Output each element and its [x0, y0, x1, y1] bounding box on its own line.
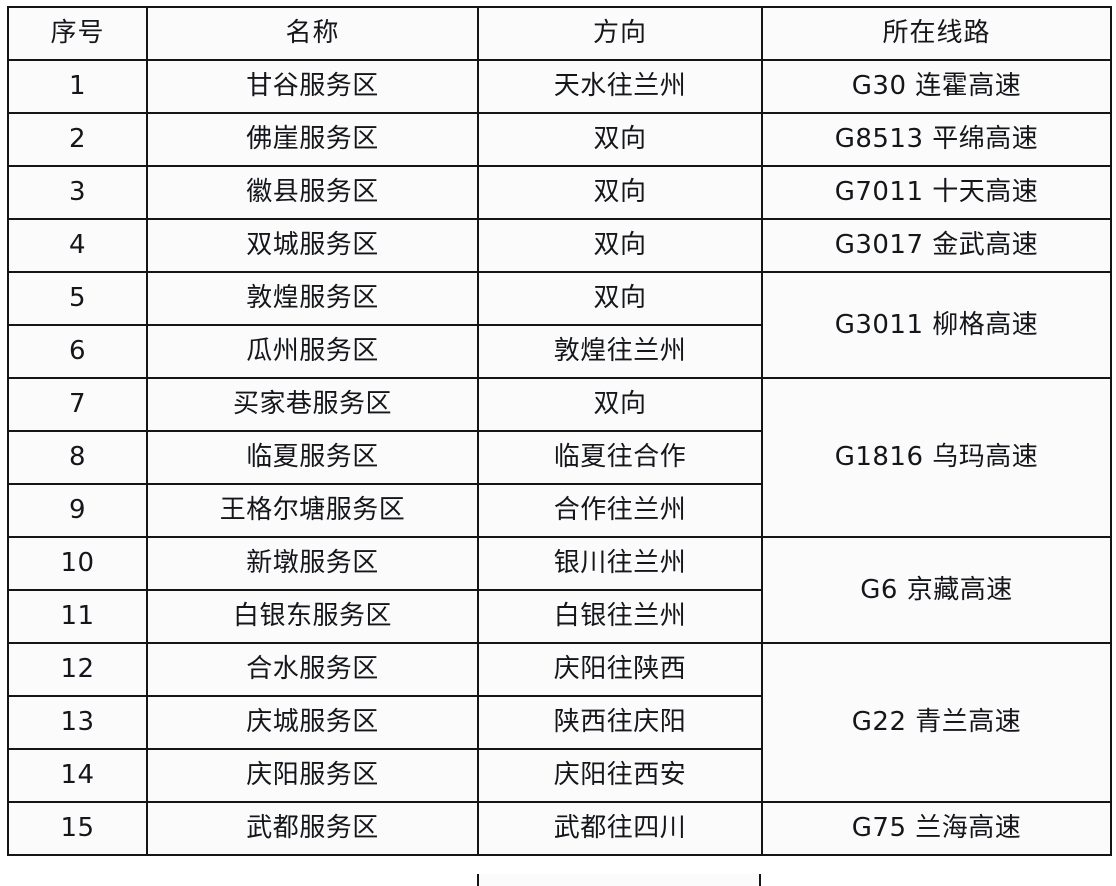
- cell-name: 临夏服务区: [146, 430, 479, 485]
- table-row: 3 徽县服务区 双向 G7011 十天高速: [7, 165, 1112, 220]
- cell-name: 佛崖服务区: [146, 112, 479, 167]
- cell-direction: 双向: [477, 377, 763, 432]
- cell-index: 8: [7, 430, 148, 485]
- cell-name: 甘谷服务区: [146, 59, 479, 114]
- table-header: 序号 名称 方向 所在线路: [7, 6, 1112, 61]
- cell-route: G8513 平绵高速: [761, 112, 1112, 167]
- cell-name: 庆城服务区: [146, 695, 479, 750]
- table-header-row: 序号 名称 方向 所在线路: [7, 6, 1112, 61]
- clipped-next-row: [477, 874, 761, 886]
- cell-direction: 合作往兰州: [477, 483, 763, 538]
- table-row: 1 甘谷服务区 天水往兰州 G30 连霍高速: [7, 59, 1112, 114]
- table-row: 15 武都服务区 武都往四川 G75 兰海高速: [7, 801, 1112, 856]
- table-row: 9 王格尔塘服务区 合作往兰州: [7, 483, 1111, 538]
- table-row: 6 瓜州服务区 敦煌往兰州: [7, 324, 1111, 379]
- cell-route: G6 京藏高速: [761, 536, 1112, 644]
- table-row: 14 庆阳服务区 庆阳往西安: [7, 748, 1111, 803]
- cell-index: 4: [7, 218, 148, 273]
- cell-direction: 庆阳往西安: [477, 748, 763, 803]
- cell-name: 庆阳服务区: [146, 748, 479, 803]
- table-row: 8 临夏服务区 临夏往合作: [7, 430, 1111, 485]
- table-body: 1 甘谷服务区 天水往兰州 G30 连霍高速 2 佛崖服务区 双向 G8513 …: [7, 59, 1112, 856]
- cell-name: 瓜州服务区: [146, 324, 479, 379]
- column-header-route: 所在线路: [761, 6, 1112, 61]
- cell-route: G7011 十天高速: [761, 165, 1112, 220]
- cell-index: 13: [7, 695, 148, 750]
- cell-index: 11: [7, 589, 148, 644]
- cell-direction: 银川往兰州: [477, 536, 763, 591]
- cell-route: G1816 乌玛高速: [761, 377, 1112, 538]
- column-header-index: 序号: [7, 6, 148, 61]
- cell-direction: 临夏往合作: [477, 430, 763, 485]
- cell-direction: 双向: [477, 112, 763, 167]
- cell-index: 3: [7, 165, 148, 220]
- cell-index: 1: [7, 59, 148, 114]
- table-row: 11 白银东服务区 白银往兰州: [7, 589, 1111, 644]
- cell-direction: 庆阳往陕西: [477, 642, 763, 697]
- table-row: 4 双城服务区 双向 G3017 金武高速: [7, 218, 1112, 273]
- column-header-direction: 方向: [477, 6, 763, 61]
- cell-direction: 双向: [477, 218, 763, 273]
- table-row: 2 佛崖服务区 双向 G8513 平绵高速: [7, 112, 1112, 167]
- cell-route: G75 兰海高速: [761, 801, 1112, 856]
- cell-direction: 白银往兰州: [477, 589, 763, 644]
- cell-name: 徽县服务区: [146, 165, 479, 220]
- cell-index: 15: [7, 801, 148, 856]
- cell-name: 王格尔塘服务区: [146, 483, 479, 538]
- cell-route: G3011 柳格高速: [761, 271, 1112, 379]
- cell-direction: 天水往兰州: [477, 59, 763, 114]
- cell-direction: 双向: [477, 271, 763, 326]
- cell-index: 9: [7, 483, 148, 538]
- cell-name: 双城服务区: [146, 218, 479, 273]
- cell-index: 6: [7, 324, 148, 379]
- cell-route: G30 连霍高速: [761, 59, 1112, 114]
- service-area-table: 序号 名称 方向 所在线路 1 甘谷服务区 天水往兰州 G30 连霍高速 2 佛…: [7, 6, 1112, 856]
- cell-direction: 陕西往庆阳: [477, 695, 763, 750]
- cell-name: 白银东服务区: [146, 589, 479, 644]
- cell-name: 新墩服务区: [146, 536, 479, 591]
- cell-index: 10: [7, 536, 148, 591]
- cell-name: 合水服务区: [146, 642, 479, 697]
- cell-direction: 敦煌往兰州: [477, 324, 763, 379]
- cell-route: G3017 金武高速: [761, 218, 1112, 273]
- table-row: 12 合水服务区 庆阳往陕西 G22 青兰高速: [7, 642, 1112, 803]
- table-row: 7 买家巷服务区 双向 G1816 乌玛高速: [7, 377, 1112, 538]
- table-row: 5 敦煌服务区 双向 G3011 柳格高速: [7, 271, 1112, 379]
- cell-index: 2: [7, 112, 148, 167]
- table-row: 10 新墩服务区 银川往兰州 G6 京藏高速: [7, 536, 1112, 644]
- cell-name: 武都服务区: [146, 801, 479, 856]
- cell-index: 12: [7, 642, 148, 697]
- column-header-name: 名称: [146, 6, 479, 61]
- table-row: 13 庆城服务区 陕西往庆阳: [7, 695, 1111, 750]
- cell-direction: 双向: [477, 165, 763, 220]
- cell-direction: 武都往四川: [477, 801, 763, 856]
- cell-index: 14: [7, 748, 148, 803]
- cell-index: 5: [7, 271, 148, 326]
- cell-name: 买家巷服务区: [146, 377, 479, 432]
- cell-index: 7: [7, 377, 148, 432]
- cell-name: 敦煌服务区: [146, 271, 479, 326]
- cell-route: G22 青兰高速: [761, 642, 1112, 803]
